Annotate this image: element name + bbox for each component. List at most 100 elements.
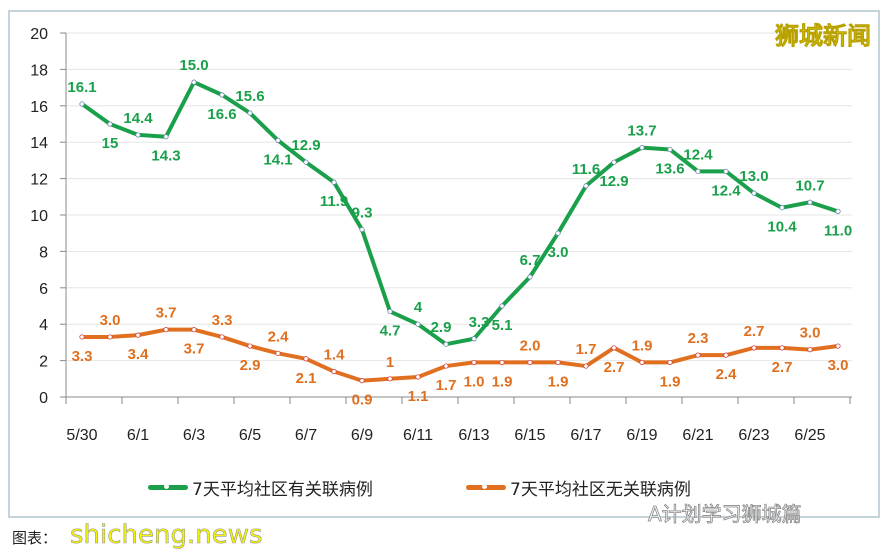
watermark-site: shicheng.news [70, 520, 263, 551]
data-point [471, 336, 477, 342]
data-point [359, 226, 365, 233]
data-point [723, 168, 729, 174]
data-point [415, 321, 421, 327]
data-point [555, 359, 561, 366]
y-tick-label: 0 [39, 390, 48, 407]
data-point [611, 159, 617, 165]
y-tick-label: 10 [30, 208, 48, 225]
data-label: 0.9 [352, 392, 373, 409]
data-label: 3.4 [128, 346, 150, 363]
data-point [331, 179, 337, 185]
data-label: 5.1 [492, 317, 513, 334]
x-tick-label: 6/25 [794, 427, 825, 444]
legend-item-linked: 7天平均社区有关联病例 [148, 475, 373, 500]
data-label: 2.3 [688, 330, 709, 347]
data-point [807, 199, 813, 205]
data-point [751, 190, 757, 196]
data-point [163, 327, 169, 333]
y-tick-label: 12 [30, 172, 48, 189]
data-point [583, 183, 589, 189]
data-label: 9.3 [352, 205, 373, 222]
x-tick-label: 6/19 [626, 427, 657, 444]
x-tick-label: 6/11 [403, 427, 433, 444]
watermark-account: A计划学习狮城篇 [648, 502, 802, 526]
data-label: 1 [386, 354, 394, 371]
data-point [527, 274, 533, 280]
data-label: 1.7 [436, 377, 457, 394]
data-point [387, 376, 393, 382]
legend-swatch-orange [466, 484, 506, 490]
x-tick-label: 5/30 [66, 427, 97, 444]
data-label: 2.7 [772, 359, 793, 376]
data-label: 15.0 [179, 57, 208, 74]
data-label: 3.7 [156, 305, 177, 322]
data-point [779, 205, 785, 211]
data-point [723, 352, 729, 358]
data-label: 2.9 [240, 357, 261, 374]
data-point [275, 350, 281, 356]
data-label: 13.0 [739, 168, 768, 185]
y-tick-label: 2 [39, 354, 48, 371]
data-label: 2.9 [431, 319, 452, 336]
x-tick-label: 6/23 [738, 427, 769, 444]
data-point [471, 359, 477, 366]
data-label: 11.6 [572, 161, 600, 178]
x-tick-label: 6/7 [295, 427, 317, 444]
data-point [695, 352, 701, 358]
data-point [695, 168, 701, 174]
chart-frame [8, 10, 880, 518]
data-label: 1.9 [492, 373, 513, 390]
data-label: 3.3 [72, 348, 93, 365]
data-label: 11.0 [824, 222, 852, 239]
data-point [527, 359, 533, 366]
data-label: 1.9 [548, 373, 569, 390]
data-label: 3.3 [212, 312, 233, 329]
data-point [807, 347, 813, 353]
legend-swatch-green [148, 484, 188, 490]
data-label: 13.7 [627, 123, 656, 140]
data-label: 12.9 [599, 173, 628, 190]
data-label: 14.4 [123, 110, 153, 127]
y-tick-label: 18 [30, 62, 48, 79]
data-label: 2.0 [520, 337, 541, 354]
data-label: 1.7 [576, 341, 597, 358]
data-point [583, 363, 589, 369]
x-tick-label: 6/21 [682, 427, 713, 444]
data-label: 2.4 [268, 328, 290, 345]
data-label: 1.9 [660, 373, 681, 390]
series-line-unlinked [82, 327, 839, 383]
data-point [135, 132, 141, 138]
data-point [135, 332, 141, 338]
data-point [359, 378, 365, 384]
y-tick-label: 20 [30, 26, 48, 43]
data-point [219, 334, 225, 340]
data-point [751, 345, 757, 351]
data-label: 10.4 [767, 219, 797, 236]
data-point [639, 359, 645, 366]
legend-label: 7天平均社区有关联病例 [192, 480, 373, 500]
data-point [107, 334, 113, 340]
data-label: 1.9 [632, 337, 653, 354]
data-point [667, 359, 673, 366]
data-label: 14.3 [151, 148, 180, 165]
data-label: 4 [414, 299, 423, 316]
data-label: 11.9 [320, 193, 348, 210]
data-label: 3.0 [828, 357, 849, 374]
data-point [415, 374, 421, 380]
data-point [835, 208, 841, 214]
data-point [667, 146, 673, 153]
data-label: 4.7 [380, 322, 401, 339]
data-point [275, 137, 281, 143]
data-label: 1.0 [464, 373, 485, 390]
data-label: 6.7 [520, 252, 541, 269]
data-point [107, 121, 113, 127]
data-point [303, 356, 309, 362]
data-label: 2.4 [716, 366, 738, 383]
data-point [779, 345, 785, 351]
data-point [387, 308, 393, 315]
x-tick-label: 6/15 [514, 427, 545, 444]
data-point [79, 334, 85, 340]
data-point [191, 327, 197, 333]
data-point [443, 341, 449, 347]
